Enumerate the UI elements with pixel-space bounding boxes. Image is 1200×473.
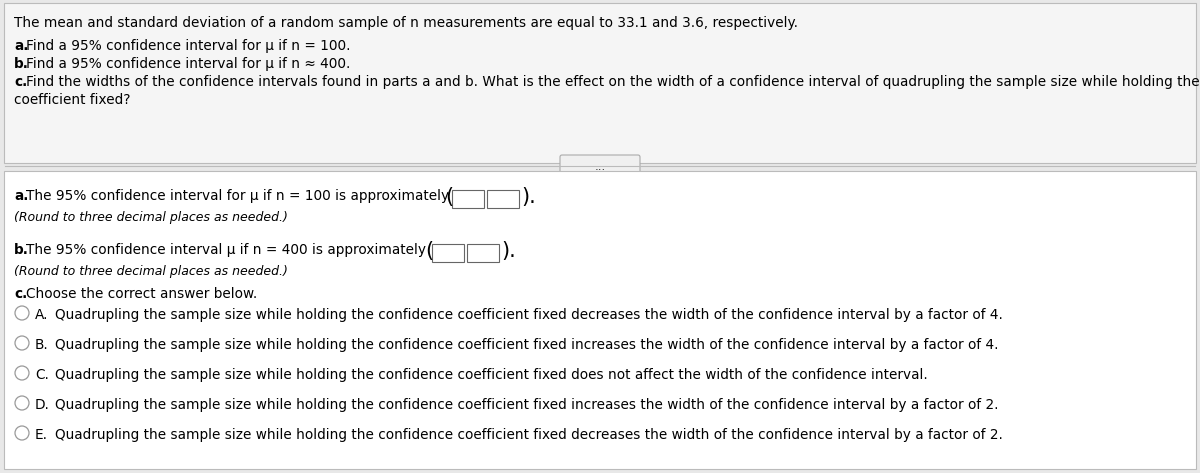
Text: The 95% confidence interval μ if n = 400 is approximately: The 95% confidence interval μ if n = 400… bbox=[26, 243, 426, 257]
Text: b.: b. bbox=[14, 57, 29, 71]
Text: Quadrupling the sample size while holding the confidence coefficient fixed incre: Quadrupling the sample size while holdin… bbox=[55, 338, 998, 352]
Text: Quadrupling the sample size while holding the confidence coefficient fixed decre: Quadrupling the sample size while holdin… bbox=[55, 308, 1003, 322]
FancyBboxPatch shape bbox=[560, 155, 640, 179]
FancyBboxPatch shape bbox=[452, 190, 484, 208]
Text: A.: A. bbox=[35, 308, 48, 322]
FancyBboxPatch shape bbox=[4, 171, 1196, 469]
Text: ...: ... bbox=[594, 160, 606, 174]
Text: ).: ). bbox=[521, 187, 535, 207]
Text: (: ( bbox=[425, 241, 433, 261]
Text: E.: E. bbox=[35, 428, 48, 442]
Text: a.: a. bbox=[14, 39, 29, 53]
Text: (: ( bbox=[445, 187, 454, 207]
Text: Quadrupling the sample size while holding the confidence coefficient fixed does : Quadrupling the sample size while holdin… bbox=[55, 368, 928, 382]
Text: a.: a. bbox=[14, 189, 29, 203]
Text: Find a 95% confidence interval for μ if n = 100.: Find a 95% confidence interval for μ if … bbox=[26, 39, 350, 53]
FancyBboxPatch shape bbox=[487, 190, 520, 208]
Text: ).: ). bbox=[502, 241, 516, 261]
Text: Quadrupling the sample size while holding the confidence coefficient fixed decre: Quadrupling the sample size while holdin… bbox=[55, 428, 1003, 442]
Text: Choose the correct answer below.: Choose the correct answer below. bbox=[26, 287, 257, 301]
Text: (Round to three decimal places as needed.): (Round to three decimal places as needed… bbox=[14, 211, 288, 224]
Text: (Round to three decimal places as needed.): (Round to three decimal places as needed… bbox=[14, 265, 288, 278]
Text: B.: B. bbox=[35, 338, 49, 352]
Text: D.: D. bbox=[35, 398, 50, 412]
FancyBboxPatch shape bbox=[467, 244, 499, 262]
FancyBboxPatch shape bbox=[4, 3, 1196, 163]
Text: c.: c. bbox=[14, 287, 28, 301]
Text: Find a 95% confidence interval for μ if n ≈ 400.: Find a 95% confidence interval for μ if … bbox=[26, 57, 350, 71]
Text: The 95% confidence interval for μ if n = 100 is approximately: The 95% confidence interval for μ if n =… bbox=[26, 189, 449, 203]
Text: Quadrupling the sample size while holding the confidence coefficient fixed incre: Quadrupling the sample size while holdin… bbox=[55, 398, 998, 412]
Text: Find the widths of the confidence intervals found in parts a and b. What is the : Find the widths of the confidence interv… bbox=[26, 75, 1200, 89]
Text: C.: C. bbox=[35, 368, 49, 382]
FancyBboxPatch shape bbox=[432, 244, 464, 262]
Text: b.: b. bbox=[14, 243, 29, 257]
Text: coefficient fixed?: coefficient fixed? bbox=[14, 93, 131, 107]
Text: The mean and standard deviation of a random sample of n measurements are equal t: The mean and standard deviation of a ran… bbox=[14, 16, 798, 30]
Text: c.: c. bbox=[14, 75, 28, 89]
